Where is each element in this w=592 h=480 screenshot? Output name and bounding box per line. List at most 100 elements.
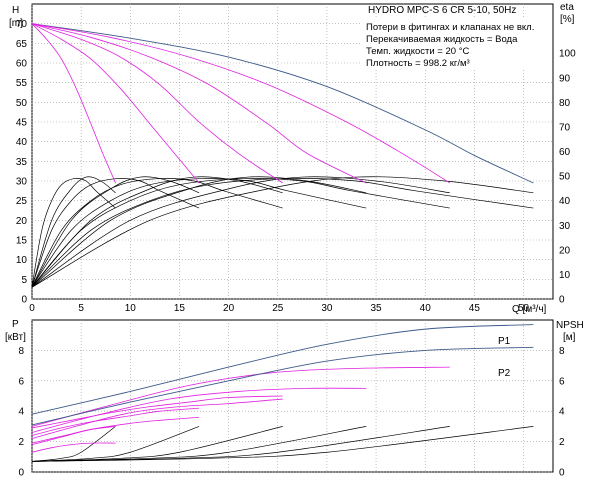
bottom-ylabel-right: NPSH bbox=[556, 320, 584, 331]
bottom-y-right-tick-label: 2 bbox=[559, 437, 565, 448]
efficiency-curve bbox=[31, 178, 283, 287]
system-efficiency-curve bbox=[31, 176, 450, 288]
npsh-curve bbox=[31, 426, 450, 462]
bottom-y-left-tick-label: 4 bbox=[18, 407, 24, 418]
top-ylabel-left-unit: [m] bbox=[9, 18, 23, 29]
top-y-left-tick-label: 50 bbox=[16, 98, 28, 109]
power-curve-p1 bbox=[31, 324, 534, 415]
bottom-y-right-tick-label: 6 bbox=[559, 376, 565, 387]
x-tick-label: 35 bbox=[370, 303, 382, 314]
top-y-left-tick-label: 0 bbox=[21, 295, 27, 306]
x-tick-label: 30 bbox=[321, 303, 333, 314]
top-y-left-tick-label: 15 bbox=[16, 236, 28, 247]
top-xlabel: Q [м³/ч] bbox=[512, 304, 547, 315]
bottom-y-left-tick-label: 6 bbox=[18, 376, 24, 387]
top-y-right-tick-label: 60 bbox=[559, 147, 571, 158]
top-ylabel-right-unit: [%] bbox=[560, 14, 575, 25]
top-grid bbox=[31, 4, 553, 300]
head-curve bbox=[31, 23, 200, 184]
bottom-y-right-tick-label: 4 bbox=[559, 407, 565, 418]
top-y-right-tick-label: 30 bbox=[559, 221, 571, 232]
npsh-curve bbox=[31, 426, 283, 462]
efficiency-curve bbox=[31, 178, 450, 287]
top-ylabel-left: H bbox=[12, 5, 19, 16]
efficiency-curve bbox=[31, 178, 116, 287]
top-y-right-tick-label: 20 bbox=[559, 245, 571, 256]
head-curve bbox=[31, 23, 450, 184]
bottom-y-right-tick-label: 0 bbox=[559, 468, 565, 479]
bottom-curves bbox=[31, 324, 534, 462]
system-efficiency-curve bbox=[31, 176, 116, 288]
npsh-curve bbox=[31, 426, 200, 462]
bottom-ylabel-left: P bbox=[12, 319, 19, 330]
efficiency-curve bbox=[31, 178, 367, 287]
partial-power-curve bbox=[31, 387, 367, 433]
head-curve bbox=[31, 23, 283, 184]
info-line-1: Потери в фитингах и клапанах не вкл. bbox=[366, 22, 534, 33]
partial-power-curve bbox=[31, 416, 200, 446]
head-curve bbox=[31, 23, 534, 184]
top-y-left-tick-label: 70 bbox=[16, 19, 28, 30]
bottom-y-left-tick-label: 0 bbox=[18, 468, 24, 479]
efficiency-curve bbox=[31, 178, 200, 287]
bottom-y-left-tick-label: 2 bbox=[18, 437, 24, 448]
top-y-right-tick-label: 10 bbox=[559, 270, 571, 281]
partial-power-curve bbox=[31, 442, 116, 453]
info-box bbox=[362, 18, 552, 70]
bottom-y-left-tick-label: 8 bbox=[18, 346, 24, 357]
x-tick-label: 5 bbox=[78, 303, 84, 314]
bottom-ylabel-right-unit: [м] bbox=[563, 332, 576, 343]
head-curve bbox=[31, 23, 367, 184]
series-label-p1: P1 bbox=[498, 336, 511, 347]
info-line-2: Перекачиваемая жидкость = Вода bbox=[366, 34, 518, 45]
npsh-curve bbox=[31, 426, 116, 462]
x-tick-label: 15 bbox=[174, 303, 186, 314]
x-tick-label: 45 bbox=[469, 303, 481, 314]
top-y-left-tick-label: 30 bbox=[16, 177, 28, 188]
partial-power-curve bbox=[31, 407, 200, 436]
top-y-left-tick-label: 25 bbox=[16, 196, 28, 207]
top-y-left-tick-label: 60 bbox=[16, 59, 28, 70]
npsh-curve bbox=[31, 426, 534, 462]
efficiency-curve bbox=[31, 178, 534, 287]
bottom-y-right-tick-label: 8 bbox=[559, 346, 565, 357]
chart-title: HYDRO MPC-S 6 CR 5-10, 50Hz bbox=[368, 5, 516, 16]
system-efficiency-curve bbox=[31, 176, 534, 288]
top-y-right-tick-label: 90 bbox=[559, 73, 571, 84]
head-curve bbox=[31, 23, 116, 184]
top-y-right-tick-label: 100 bbox=[559, 49, 576, 60]
partial-power-curve bbox=[31, 426, 116, 444]
top-y-left-tick-label: 45 bbox=[16, 118, 28, 129]
top-y-left-tick-label: 35 bbox=[16, 157, 28, 168]
series-label-p2: P2 bbox=[498, 368, 511, 379]
system-efficiency-curve bbox=[31, 176, 367, 288]
top-y-right-tick-label: 40 bbox=[559, 196, 571, 207]
power-curve-p2 bbox=[31, 346, 534, 426]
x-tick-label: 50 bbox=[518, 303, 530, 314]
top-y-right-tick-label: 0 bbox=[559, 295, 565, 306]
top-y-left-tick-label: 10 bbox=[16, 255, 28, 266]
top-curves bbox=[31, 23, 534, 288]
top-ylabel-right: eta bbox=[560, 2, 574, 13]
x-tick-label: 20 bbox=[223, 303, 235, 314]
x-tick-label: 25 bbox=[272, 303, 284, 314]
x-tick-label: 40 bbox=[420, 303, 432, 314]
axis-ticks: 0 5 10 15 20 25 30 35 40 45 5005101520253035404550… bbox=[16, 19, 576, 478]
x-tick-label: 0 bbox=[29, 303, 35, 314]
x-tick-label: 10 bbox=[125, 303, 137, 314]
top-y-right-tick-label: 50 bbox=[559, 172, 571, 183]
system-efficiency-curve bbox=[31, 176, 283, 288]
top-y-left-tick-label: 5 bbox=[21, 275, 27, 286]
info-line-4: Плотность = 998.2 кг/м³ bbox=[366, 58, 470, 69]
top-y-left-tick-label: 55 bbox=[16, 78, 28, 89]
top-y-left-tick-label: 65 bbox=[16, 39, 28, 50]
partial-power-curve bbox=[31, 395, 283, 429]
top-y-right-tick-label: 70 bbox=[559, 122, 571, 133]
info-line-3: Темп. жидкости = 20 °C bbox=[366, 46, 469, 57]
top-y-left-tick-label: 20 bbox=[16, 216, 28, 227]
bottom-ylabel-left-unit: [кВт] bbox=[5, 332, 26, 343]
top-y-right-tick-label: 80 bbox=[559, 98, 571, 109]
partial-power-curve bbox=[31, 398, 283, 439]
